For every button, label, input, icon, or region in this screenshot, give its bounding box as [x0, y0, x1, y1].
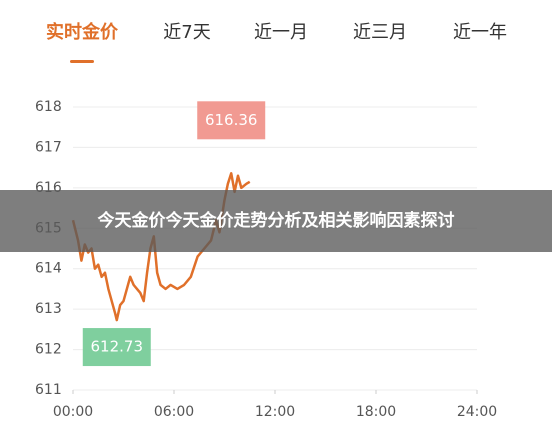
- annotation-box: [197, 101, 266, 140]
- y-tick-label: 613: [35, 301, 62, 317]
- tab-bar: 实时金价 近7天 近一月 近三月 近一年: [0, 0, 552, 70]
- x-tick-label: 18:00: [356, 404, 396, 420]
- tab[interactable]: 近一月: [254, 22, 308, 43]
- y-tick-label: 611: [35, 382, 62, 398]
- x-tick-label: 06:00: [154, 404, 194, 420]
- x-tick-label: 00:00: [53, 404, 93, 420]
- tab[interactable]: 近一年: [453, 22, 507, 43]
- tab[interactable]: 近7天: [163, 22, 211, 43]
- y-tick-label: 612: [35, 342, 62, 358]
- annotation-box: [82, 328, 151, 367]
- tab[interactable]: 近三月: [353, 22, 407, 43]
- x-tick-label: 12:00: [255, 404, 295, 420]
- y-tick-label: 617: [35, 139, 62, 155]
- x-tick-label: 24:00: [457, 404, 497, 420]
- banner: 今天金价今天金价走势分析及相关影响因素探讨: [0, 190, 552, 252]
- y-tick-label: 618: [35, 99, 62, 115]
- annotation-label: 616.36: [205, 111, 258, 129]
- tab[interactable]: 实时金价: [46, 22, 118, 43]
- annotation-label: 612.73: [91, 338, 144, 356]
- y-tick-label: 614: [35, 261, 62, 277]
- tab-underline: [70, 60, 94, 63]
